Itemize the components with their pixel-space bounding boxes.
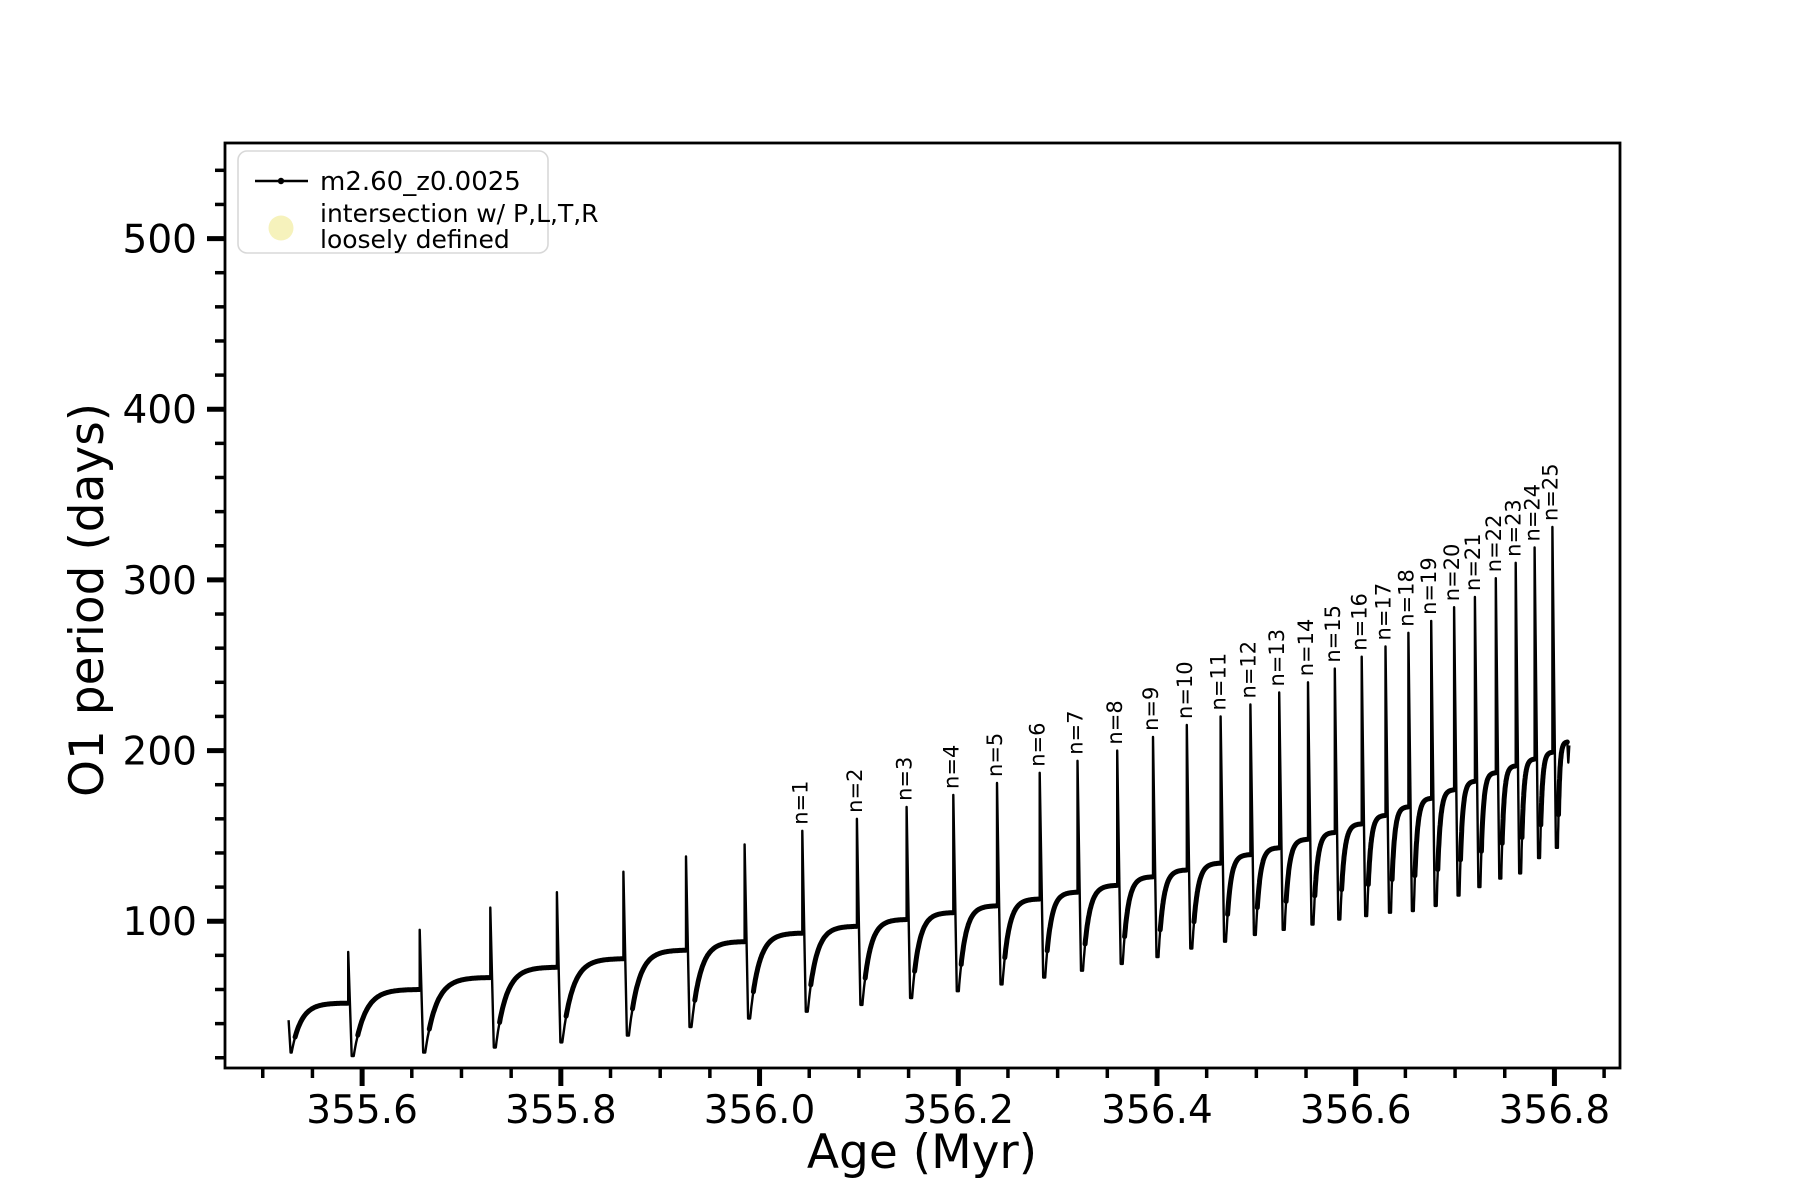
pulse-label: n=21 <box>1461 533 1485 591</box>
legend-box <box>237 150 549 254</box>
x-tick-label: 356.8 <box>1499 1088 1611 1133</box>
data-curve-baseline <box>862 917 910 981</box>
pulse-label: n=25 <box>1538 463 1562 521</box>
data-curve-baseline <box>958 903 1000 967</box>
data-curve-baseline <box>497 964 560 1025</box>
pulse-label: n=8 <box>1103 700 1127 744</box>
legend-label-intersection-line1: intersection w/ P,L,T,R <box>320 199 599 228</box>
pulse-label: n=3 <box>893 757 917 801</box>
data-curve-baseline <box>292 1000 351 1040</box>
data-curve-baseline <box>1365 812 1388 887</box>
data-curve-baseline <box>692 939 748 1003</box>
pulse-label: n=6 <box>1026 722 1050 766</box>
plot-frame <box>223 141 1622 1070</box>
data-curve-baseline <box>1254 845 1282 911</box>
data-curve-baseline <box>1002 896 1043 961</box>
x-tick-label: 355.6 <box>306 1088 418 1133</box>
legend-circle-marker <box>268 215 294 241</box>
pulse-label: n=15 <box>1321 605 1345 663</box>
x-tick-label: 356.4 <box>1101 1088 1213 1133</box>
data-curve-baseline <box>563 956 626 1019</box>
pulse-label: n=10 <box>1173 661 1197 719</box>
x-tick-label: 356.2 <box>902 1088 1014 1133</box>
pulse-label: n=17 <box>1372 583 1396 641</box>
data-curve-baseline <box>1312 830 1338 899</box>
pulse-label: n=23 <box>1502 499 1526 557</box>
data-curve-baseline <box>1225 852 1253 917</box>
data-curve-baseline <box>1435 787 1457 872</box>
x-tick-label: 356.6 <box>1300 1088 1412 1133</box>
data-curve-baseline <box>750 930 805 995</box>
data-curve-baseline <box>1499 763 1519 846</box>
data-curve-baseline <box>1122 874 1156 940</box>
pulse-label: n=13 <box>1265 629 1289 687</box>
data-curve-baseline <box>1157 867 1190 933</box>
pulse-label: n=11 <box>1207 653 1231 711</box>
pulse-label: n=12 <box>1236 641 1260 699</box>
pulse-label: n=24 <box>1521 484 1545 542</box>
x-axis-label: Age (Myr) <box>807 1125 1037 1180</box>
y-tick-label: 100 <box>123 900 197 945</box>
data-curve-baseline <box>1082 882 1120 947</box>
legend-line-dot-marker <box>277 177 285 185</box>
data-curve-baseline <box>426 975 493 1032</box>
data-curve-baseline <box>630 947 689 1012</box>
data-curve-baseline <box>355 987 423 1038</box>
pulse-label: n=14 <box>1294 619 1318 677</box>
pulse-label: n=1 <box>788 780 812 824</box>
x-tick-label: 356.0 <box>704 1088 816 1133</box>
data-curve-baseline <box>1191 860 1224 925</box>
data-curve-baseline <box>1458 778 1478 863</box>
pulse-label: n=22 <box>1482 515 1506 573</box>
chart-dynamic-layer: 355.6 355.8 356.0 356.2 356.4 356.6 356.8 100 20… <box>123 168 1611 1133</box>
data-curve-baseline <box>1283 836 1311 904</box>
data-curve-baseline <box>1478 770 1499 854</box>
data-curve-baseline <box>1389 804 1411 882</box>
y-tick-label: 300 <box>123 559 197 604</box>
y-tick-label: 200 <box>123 730 197 775</box>
legend-label-series: m2.60_z0.0025 <box>320 167 521 197</box>
data-curve-baseline <box>1412 795 1434 879</box>
pulse-label: n=9 <box>1139 687 1163 731</box>
pulse-label: n=18 <box>1394 569 1418 627</box>
pulse-label: n=20 <box>1440 544 1464 602</box>
data-curve-baseline <box>1519 756 1538 841</box>
legend-label-intersection-line2: loosely defined <box>320 225 510 254</box>
legend: m2.60_z0.0025 intersection w/ P,L,T,R lo… <box>237 150 599 254</box>
y-tick-label: 500 <box>123 218 197 263</box>
data-curve-baseline <box>1538 749 1555 828</box>
data-curve-baseline <box>1339 821 1365 893</box>
pulse-label: n=2 <box>843 769 867 813</box>
pulse-label: n=5 <box>983 733 1007 777</box>
pulse-label: n=4 <box>939 745 963 789</box>
data-curve-baseline <box>1044 889 1080 954</box>
pulse-label: n=7 <box>1064 711 1088 755</box>
data-curve-baseline <box>912 910 956 974</box>
y-tick-label: 400 <box>123 388 197 433</box>
y-axis-label: O1 period (days) <box>60 403 115 797</box>
pulse-label: n=16 <box>1348 593 1372 651</box>
data-curve-baseline <box>1556 739 1570 818</box>
pulse-label: n=19 <box>1417 557 1441 615</box>
x-tick-label: 355.8 <box>505 1088 617 1133</box>
data-curve-baseline <box>808 923 860 988</box>
